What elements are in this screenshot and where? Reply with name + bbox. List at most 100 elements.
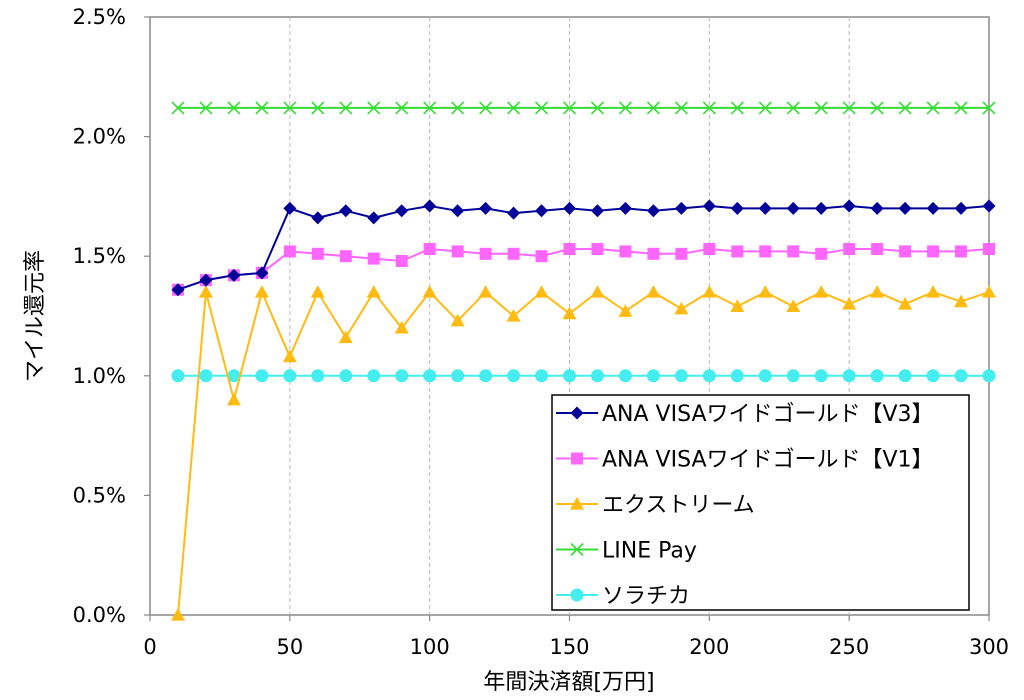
x-tick-label: 300: [969, 635, 1009, 659]
data-point: [171, 283, 185, 297]
data-point: [366, 285, 381, 298]
y-tick-label: 1.5%: [73, 244, 126, 268]
data-point: [646, 204, 660, 218]
x-tick-label: 0: [143, 635, 156, 659]
data-point: [675, 247, 688, 260]
y-tick-label: 0.5%: [73, 483, 126, 507]
data-point: [982, 101, 996, 115]
data-point: [702, 369, 716, 383]
legend-item: ソラチカ: [556, 584, 690, 609]
legend-marker: [570, 542, 584, 557]
data-point: [311, 101, 325, 115]
data-point: [311, 369, 325, 383]
data-point: [618, 369, 632, 383]
tick-marks: [144, 16, 990, 621]
data-point: [870, 285, 885, 298]
data-point: [646, 101, 660, 115]
x-tick-label: 100: [410, 635, 450, 659]
data-point: [814, 101, 828, 115]
data-point: [870, 101, 884, 115]
data-point: [898, 101, 912, 115]
data-point: [926, 101, 940, 115]
data-point: [367, 369, 381, 383]
data-point: [423, 243, 436, 256]
data-point: [479, 101, 493, 115]
legend-label: ANA VISAワイドゴールド【V1】: [602, 448, 934, 473]
data-point: [842, 101, 856, 115]
data-point: [842, 297, 857, 310]
data-point: [255, 101, 269, 115]
data-point: [198, 285, 213, 298]
data-point: [590, 204, 604, 218]
data-point: [283, 369, 297, 383]
data-point: [674, 369, 688, 383]
data-point: [451, 101, 465, 115]
legend-label: エクストリーム: [602, 493, 755, 518]
data-point: [926, 201, 940, 215]
data-point: [898, 297, 913, 310]
data-point: [339, 101, 353, 115]
data-point: [451, 369, 465, 383]
data-point: [618, 304, 633, 317]
x-axis-tick-labels: 0 50 100 150 200 250 300: [143, 635, 1009, 659]
data-point: [590, 285, 605, 298]
series-group: [170, 101, 996, 621]
legend-marker: [570, 406, 584, 420]
data-point: [507, 247, 520, 260]
data-point: [954, 201, 968, 215]
data-point: [786, 299, 801, 313]
data-point: [255, 266, 269, 280]
data-point: [339, 204, 353, 218]
legend-marker: [570, 588, 584, 602]
data-point: [730, 369, 744, 383]
legend-item: LINE Pay: [556, 539, 697, 564]
data-point: [478, 285, 493, 298]
data-point: [843, 243, 856, 256]
data-point: [423, 101, 437, 115]
data-point: [367, 101, 381, 115]
data-point: [674, 201, 688, 215]
data-point: [814, 201, 828, 215]
data-point: [479, 369, 493, 383]
data-point: [535, 369, 549, 383]
legend-label: ソラチカ: [602, 584, 690, 609]
y-axis-title: マイル還元率: [23, 250, 48, 382]
data-point: [395, 204, 409, 218]
data-point: [506, 309, 521, 322]
data-point: [395, 369, 409, 383]
data-point: [395, 254, 408, 267]
data-point: [367, 211, 381, 225]
data-point: [423, 369, 437, 383]
data-point: [730, 101, 744, 115]
data-point: [702, 285, 717, 298]
data-point: [422, 285, 437, 298]
data-point: [283, 245, 296, 258]
data-point: [171, 101, 185, 115]
data-point: [927, 245, 940, 258]
data-point: [618, 101, 632, 115]
data-point: [702, 199, 716, 213]
data-point: [814, 285, 829, 298]
data-point: [646, 285, 661, 298]
data-point: [226, 392, 241, 406]
data-point: [786, 369, 800, 383]
legend-box: [551, 394, 970, 611]
data-point: [926, 285, 941, 298]
data-point: [255, 369, 269, 383]
data-point: [870, 201, 884, 215]
data-point: [674, 301, 689, 315]
y-tick-label: 2.5%: [73, 5, 126, 29]
data-point: [646, 369, 660, 383]
data-point: [534, 101, 549, 115]
data-point: [786, 101, 800, 115]
data-point: [815, 247, 828, 260]
data-point: [759, 245, 772, 258]
data-point: [758, 201, 772, 215]
data-point: [590, 369, 604, 383]
x-tick-label: 250: [829, 635, 869, 659]
data-point: [310, 285, 325, 298]
data-point: [339, 369, 353, 383]
data-point: [898, 369, 912, 383]
data-point: [423, 199, 437, 213]
data-point: [758, 369, 772, 383]
